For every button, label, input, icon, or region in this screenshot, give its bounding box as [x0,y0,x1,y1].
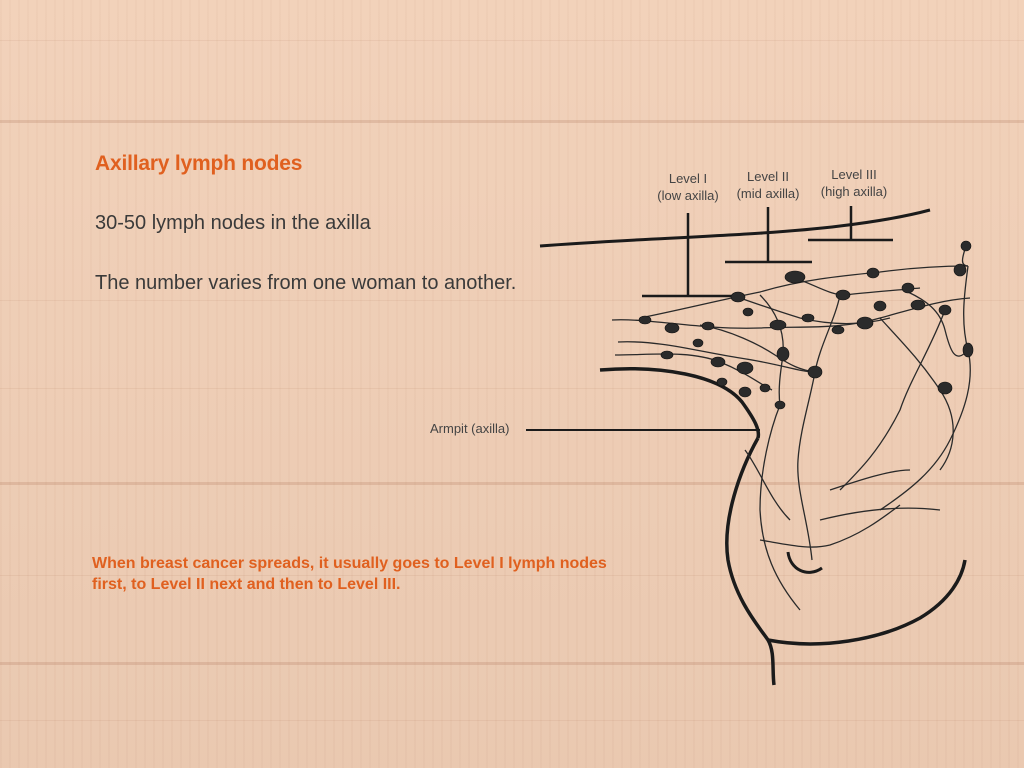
level-2-name: Level II [747,169,789,184]
lymph-nodes [638,240,974,410]
level-2-label: Level II (mid axilla) [726,168,810,202]
level-2-desc: (mid axilla) [736,186,800,201]
level-1-label: Level I (low axilla) [645,170,731,204]
plank-seam [0,662,1024,665]
page-title: Axillary lymph nodes [95,152,303,175]
arm-outline [539,208,931,248]
breast-outline [599,367,967,686]
wood-grain [0,575,1024,576]
lymph-vessels [611,245,971,611]
wood-grain [0,300,1024,301]
armpit-label: Armpit (axilla) [430,421,510,436]
level-3-desc: (high axilla) [820,184,888,199]
level-1-desc: (low axilla) [657,188,719,203]
level-3-name: Level III [831,167,877,182]
wood-grain [0,388,1024,389]
plank-seam [0,482,1024,485]
node-count-text: 30-50 lymph nodes in the axilla [95,212,371,234]
level-1-name: Level I [668,171,708,186]
wood-grain [0,40,1024,41]
level-3-label: Level III (high axilla) [810,166,898,200]
wood-grain [0,720,1024,721]
plank-seam [0,120,1024,123]
variation-text: The number varies from one woman to anot… [95,272,517,294]
level-brackets [642,206,893,298]
spread-note: When breast cancer spreads, it usually g… [92,555,607,593]
